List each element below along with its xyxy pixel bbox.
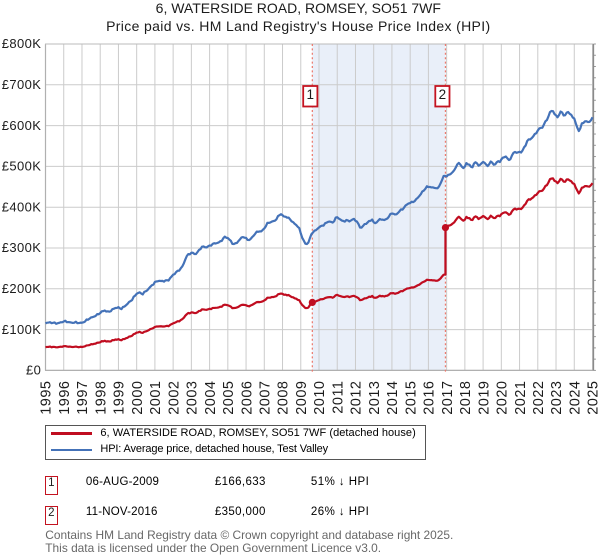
svg-text:2010: 2010 bbox=[312, 381, 328, 415]
svg-text:£200K: £200K bbox=[2, 281, 42, 296]
svg-text:£300K: £300K bbox=[2, 240, 42, 255]
svg-text:£800K: £800K bbox=[2, 36, 42, 51]
svg-text:2005: 2005 bbox=[221, 381, 237, 415]
svg-text:2012: 2012 bbox=[349, 381, 365, 415]
svg-text:2: 2 bbox=[439, 87, 447, 102]
svg-text:2007: 2007 bbox=[258, 381, 274, 415]
svg-text:2019: 2019 bbox=[476, 381, 492, 415]
svg-text:2009: 2009 bbox=[294, 381, 310, 415]
svg-text:2008: 2008 bbox=[276, 381, 292, 415]
svg-text:2006: 2006 bbox=[239, 381, 255, 415]
svg-text:1996: 1996 bbox=[57, 381, 73, 415]
svg-text:2001: 2001 bbox=[148, 381, 164, 415]
svg-text:2020: 2020 bbox=[495, 381, 511, 415]
svg-text:2015: 2015 bbox=[403, 381, 419, 415]
svg-text:1998: 1998 bbox=[93, 381, 109, 415]
svg-text:1999: 1999 bbox=[112, 381, 128, 415]
svg-text:£700K: £700K bbox=[2, 77, 42, 92]
svg-text:£600K: £600K bbox=[2, 118, 42, 133]
svg-text:1995: 1995 bbox=[39, 381, 55, 415]
svg-text:2014: 2014 bbox=[385, 381, 401, 415]
svg-text:£0: £0 bbox=[26, 363, 41, 378]
svg-text:2000: 2000 bbox=[130, 381, 146, 415]
svg-text:2004: 2004 bbox=[203, 381, 219, 415]
svg-text:£500K: £500K bbox=[2, 159, 42, 174]
svg-text:2021: 2021 bbox=[513, 381, 529, 415]
svg-text:1: 1 bbox=[307, 87, 315, 102]
svg-text:2025: 2025 bbox=[586, 381, 600, 415]
svg-text:2018: 2018 bbox=[458, 381, 474, 415]
svg-text:£400K: £400K bbox=[2, 199, 42, 214]
svg-text:2011: 2011 bbox=[330, 381, 346, 414]
svg-text:1997: 1997 bbox=[75, 381, 91, 415]
svg-text:2023: 2023 bbox=[549, 381, 565, 415]
svg-text:2022: 2022 bbox=[531, 381, 547, 415]
svg-text:2002: 2002 bbox=[166, 381, 182, 415]
svg-text:2013: 2013 bbox=[367, 381, 383, 415]
svg-text:£100K: £100K bbox=[2, 322, 42, 337]
svg-text:2017: 2017 bbox=[440, 381, 456, 415]
svg-text:2003: 2003 bbox=[185, 381, 201, 415]
svg-text:2024: 2024 bbox=[567, 381, 583, 415]
svg-text:2016: 2016 bbox=[422, 381, 438, 415]
